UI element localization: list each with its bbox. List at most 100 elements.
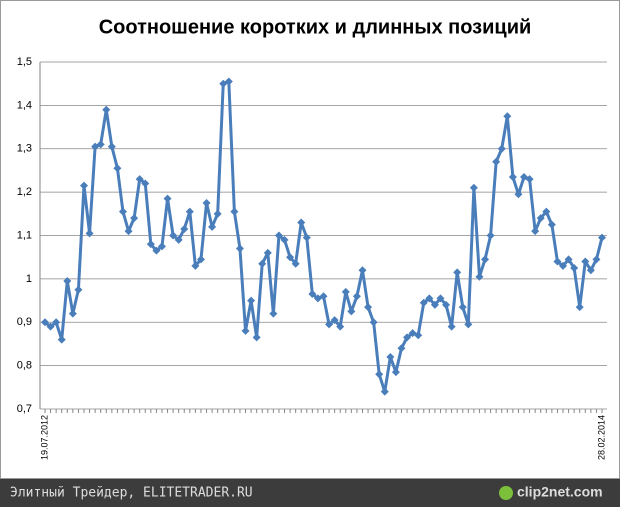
data-point: [397, 344, 406, 353]
x-tick-label: 19.07.2012: [39, 415, 49, 460]
data-point: [130, 214, 139, 223]
data-point: [586, 266, 595, 275]
data-point: [157, 242, 166, 251]
data-point: [475, 272, 484, 281]
data-point: [531, 227, 540, 236]
data-point: [291, 259, 300, 268]
data-point: [536, 214, 545, 223]
data-point: [241, 326, 250, 335]
y-tick-label: 0,8: [17, 360, 32, 372]
data-point: [146, 240, 155, 249]
y-tick-label: 0,9: [17, 316, 32, 328]
data-point: [525, 175, 534, 184]
data-point: [486, 231, 495, 240]
data-point: [386, 352, 395, 361]
y-tick-label: 1,5: [17, 56, 32, 68]
y-tick-label: 1,2: [17, 186, 32, 198]
data-point: [436, 294, 445, 303]
data-point: [592, 255, 601, 264]
footer-source: Элитный Трейдер, ELITETRADER.RU: [10, 486, 253, 501]
data-point: [575, 303, 584, 312]
data-point: [325, 320, 334, 329]
data-point: [63, 277, 72, 286]
data-point: [52, 318, 61, 327]
data-point: [336, 322, 345, 331]
chart-title: Соотношение коротких и длинных позиций: [99, 16, 532, 38]
y-tick-label: 1,1: [17, 229, 32, 241]
data-point: [564, 255, 573, 264]
data-point: [352, 292, 361, 301]
data-point: [403, 333, 412, 342]
data-point: [191, 261, 200, 270]
chart-frame: [0, 0, 620, 479]
data-point: [369, 318, 378, 327]
data-point: [308, 290, 317, 299]
data-point: [79, 181, 88, 190]
y-tick-label: 1: [26, 273, 32, 285]
data-point: [269, 309, 278, 318]
data-point: [503, 112, 512, 121]
data-point: [570, 264, 579, 273]
data-point: [107, 142, 116, 151]
data-point: [442, 300, 451, 309]
data-point: [196, 255, 205, 264]
data-point: [85, 229, 94, 238]
data-point: [581, 257, 590, 266]
data-point: [124, 227, 133, 236]
data-point: [430, 300, 439, 309]
data-point: [57, 335, 66, 344]
data-point: [559, 261, 568, 270]
data-point: [380, 387, 389, 396]
data-point: [96, 140, 105, 149]
y-tick-label: 1,4: [17, 99, 32, 111]
data-point: [118, 207, 127, 216]
data-point: [330, 316, 339, 325]
data-point: [185, 207, 194, 216]
data-point: [364, 303, 373, 312]
data-point: [102, 105, 111, 114]
data-point: [74, 285, 83, 294]
data-point: [341, 287, 350, 296]
y-tick-label: 1,3: [17, 143, 32, 155]
data-point: [375, 370, 384, 379]
data-point: [135, 175, 144, 184]
data-point: [274, 231, 283, 240]
data-point: [208, 222, 217, 231]
data-point: [180, 224, 189, 233]
data-point: [247, 296, 256, 305]
footer-logo[interactable]: clip2net.com: [517, 484, 603, 500]
data-point: [414, 331, 423, 340]
data-point: [469, 183, 478, 192]
data-point: [419, 298, 428, 307]
data-point: [286, 253, 295, 262]
data-point: [213, 209, 222, 218]
data-point: [235, 244, 244, 253]
data-point: [508, 172, 517, 181]
data-point: [447, 322, 456, 331]
data-point: [553, 257, 562, 266]
data-point: [492, 157, 501, 166]
data-point: [464, 320, 473, 329]
data-point: [453, 268, 462, 277]
data-point: [358, 266, 367, 275]
data-point: [280, 235, 289, 244]
data-point: [113, 164, 122, 173]
data-point: [425, 294, 434, 303]
data-point: [68, 309, 77, 318]
data-point: [391, 368, 400, 377]
y-tick-label: 0,7: [17, 403, 32, 415]
data-point: [347, 307, 356, 316]
data-point: [258, 259, 267, 268]
data-point: [252, 333, 261, 342]
data-point: [297, 218, 306, 227]
data-point: [481, 255, 490, 264]
data-point: [514, 190, 523, 199]
data-point: [41, 318, 49, 327]
data-point: [319, 292, 328, 301]
data-point: [46, 322, 55, 331]
data-point: [263, 248, 272, 257]
data-point: [230, 207, 239, 216]
data-point: [458, 303, 467, 312]
data-point: [152, 246, 161, 255]
